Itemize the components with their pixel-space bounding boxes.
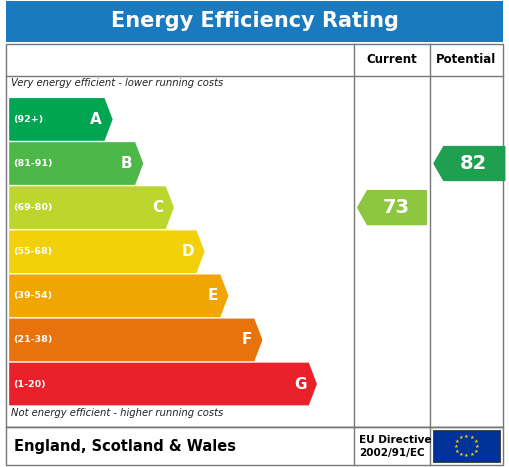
Polygon shape: [9, 318, 263, 361]
Text: Potential: Potential: [436, 53, 497, 66]
Polygon shape: [9, 186, 174, 229]
Bar: [6, 1, 503, 42]
Text: G: G: [294, 376, 306, 391]
Text: ★: ★: [473, 448, 478, 453]
Polygon shape: [433, 146, 505, 181]
Text: ★: ★: [469, 435, 474, 440]
Text: F: F: [241, 333, 252, 347]
Polygon shape: [9, 230, 205, 273]
Text: ★: ★: [454, 444, 458, 449]
Polygon shape: [9, 363, 317, 405]
Bar: [6, 427, 503, 465]
Text: ★: ★: [473, 439, 478, 444]
Text: E: E: [207, 288, 218, 303]
Text: A: A: [90, 112, 102, 127]
Text: 73: 73: [382, 198, 410, 217]
Text: ★: ★: [464, 453, 469, 459]
Text: ★: ★: [475, 444, 479, 449]
Polygon shape: [9, 275, 229, 317]
Polygon shape: [9, 142, 144, 185]
Text: ★: ★: [459, 435, 464, 440]
Text: (39-54): (39-54): [13, 291, 52, 300]
Text: EU Directive
2002/91/EC: EU Directive 2002/91/EC: [359, 435, 431, 458]
Text: Current: Current: [366, 53, 417, 66]
Text: Energy Efficiency Rating: Energy Efficiency Rating: [110, 12, 399, 31]
Text: (55-68): (55-68): [13, 247, 52, 256]
Text: ★: ★: [455, 448, 460, 453]
Text: ★: ★: [464, 434, 469, 439]
Text: (69-80): (69-80): [13, 203, 52, 212]
Bar: [6, 44, 503, 427]
Text: C: C: [152, 200, 163, 215]
Text: 82: 82: [460, 154, 487, 173]
Polygon shape: [9, 98, 112, 141]
Text: D: D: [181, 244, 194, 259]
Text: B: B: [121, 156, 133, 171]
Text: (81-91): (81-91): [13, 159, 52, 168]
Text: ★: ★: [455, 439, 460, 444]
Text: ★: ★: [469, 452, 474, 457]
Text: (1-20): (1-20): [13, 380, 45, 389]
Text: Not energy efficient - higher running costs: Not energy efficient - higher running co…: [11, 408, 223, 418]
Polygon shape: [357, 190, 427, 225]
Text: Very energy efficient - lower running costs: Very energy efficient - lower running co…: [11, 78, 223, 87]
Bar: [433, 430, 500, 462]
Text: (21-38): (21-38): [13, 335, 52, 344]
Text: (92+): (92+): [13, 115, 43, 124]
Text: ★: ★: [459, 452, 464, 457]
Text: England, Scotland & Wales: England, Scotland & Wales: [14, 439, 236, 454]
